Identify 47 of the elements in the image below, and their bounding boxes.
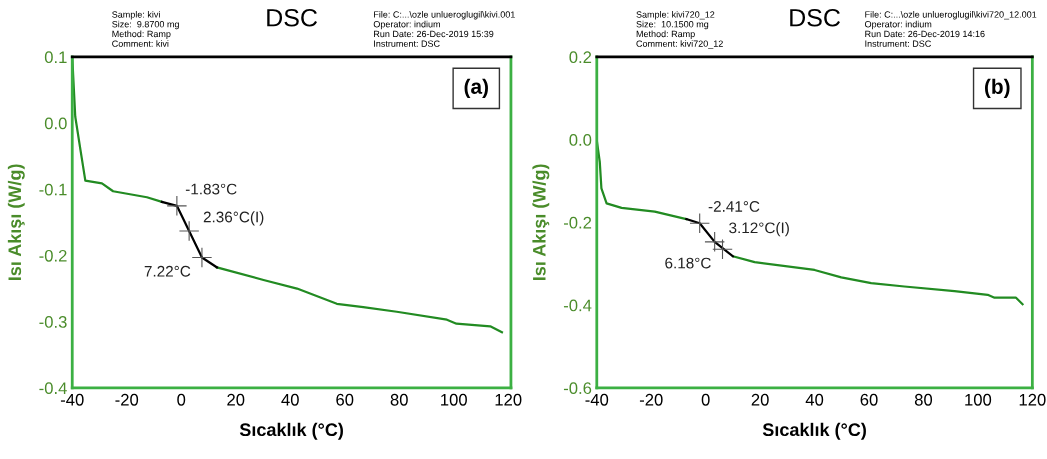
x-tick-label: -20 bbox=[639, 393, 663, 406]
chart-title: DSC bbox=[267, 8, 318, 27]
x-tick-label: 60 bbox=[336, 393, 354, 406]
annotation: 7.22°C bbox=[144, 265, 191, 277]
y-tick-label: 0.0 bbox=[44, 117, 67, 130]
x-tick-label: 40 bbox=[281, 393, 299, 406]
annotation: 2.36°C(I) bbox=[203, 211, 264, 226]
x-tick-label: 100 bbox=[965, 393, 992, 406]
y-tick-label: -0.2 bbox=[563, 216, 592, 229]
y-axis-title: Isı Akışı (W/g) bbox=[7, 164, 25, 281]
x-tick-label: 120 bbox=[1019, 393, 1046, 406]
x-tick-label: -40 bbox=[585, 393, 609, 406]
annotation: -2.41°C bbox=[708, 201, 760, 212]
annotation: (b) bbox=[985, 78, 1010, 99]
text: File: C:...\ozle unlueroglugil\kivi720_12.001 Operator: indium Run Date: 26-Dec-2019 14:16 Instrument: DSC bbox=[865, 11, 1037, 47]
y-tick-label: 0.1 bbox=[44, 51, 67, 64]
text: File: C:...\ozle unlueroglugil\kivi.001 Operator: indium Run Date: 26-Dec-2019 15:39 Instrument: DSC bbox=[373, 11, 515, 47]
text: Sample: kivi720_12 Size: 10.1500 mg Method: Ramp Comment: kivi720_12 bbox=[636, 11, 723, 49]
x-tick-label: 20 bbox=[751, 393, 769, 406]
x-tick-label: 80 bbox=[390, 393, 408, 406]
annotation: 3.12°C(I) bbox=[729, 222, 789, 237]
text: Sample: kivi Size: 9.8700 mg Method: Ramp Comment: kivi bbox=[112, 11, 179, 47]
y-tick-label: -0.2 bbox=[39, 249, 67, 262]
y-tick-label: -0.4 bbox=[563, 299, 592, 312]
x-tick-label: 80 bbox=[914, 393, 933, 406]
chart-title: DSC bbox=[790, 8, 840, 27]
x-tick-label: 40 bbox=[805, 393, 824, 406]
x-tick-label: 120 bbox=[495, 393, 522, 406]
x-tick-label: 20 bbox=[227, 393, 245, 406]
y-tick-label: -0.6 bbox=[563, 382, 592, 395]
y-tick-label: 0.0 bbox=[569, 134, 592, 146]
x-tick-label: 0 bbox=[177, 393, 186, 406]
x-tick-label: -20 bbox=[115, 393, 139, 406]
annotation: 6.18°C bbox=[665, 257, 711, 269]
annotation: (a) bbox=[464, 78, 488, 99]
y-tick-label: -0.1 bbox=[39, 183, 67, 196]
x-tick-label: -40 bbox=[60, 393, 84, 406]
y-axis-title: Isı Akışı (W/g) bbox=[532, 164, 550, 281]
annotation: -1.83°C bbox=[185, 183, 237, 195]
x-axis-title: Sıcaklık (°C) bbox=[762, 422, 866, 440]
y-tick-label: -0.4 bbox=[39, 382, 67, 395]
x-tick-label: 100 bbox=[441, 393, 467, 406]
x-axis-title: Sıcaklık (°C) bbox=[239, 422, 343, 440]
x-tick-label: 0 bbox=[701, 393, 710, 406]
x-tick-label: 60 bbox=[860, 393, 878, 406]
y-tick-label: -0.3 bbox=[39, 316, 67, 328]
y-tick-label: 0.2 bbox=[569, 51, 592, 64]
